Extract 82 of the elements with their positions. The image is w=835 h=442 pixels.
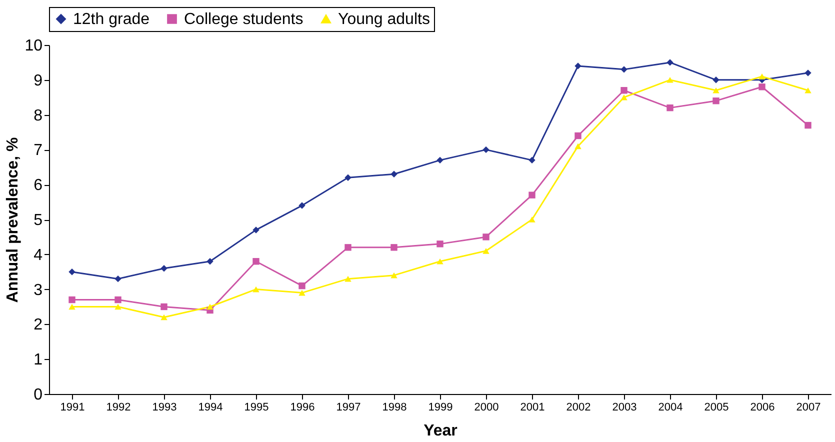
x-tick-label: 1997 [336, 402, 361, 414]
x-tick-label: 2003 [612, 402, 637, 414]
point [436, 258, 444, 264]
y-tick-label: 2 [34, 316, 43, 334]
x-tick-label: 2002 [566, 402, 591, 414]
point [482, 146, 490, 154]
y-tick-label: 0 [34, 386, 43, 404]
x-tick-label: 2007 [796, 402, 821, 414]
point [436, 240, 444, 248]
y-axis-title: Annual prevalence, % [4, 137, 22, 303]
x-tick-label: 2001 [520, 402, 545, 414]
point [390, 170, 398, 178]
point [620, 94, 628, 100]
y-tick-label: 10 [24, 38, 43, 54]
x-tick-label: 1992 [106, 402, 131, 414]
x-tick-label: 1998 [382, 402, 407, 414]
point [528, 156, 536, 164]
point [344, 244, 352, 251]
point [344, 174, 352, 181]
point [344, 276, 352, 282]
x-tick-label: 1994 [198, 402, 223, 414]
legend-label: 12th grade [73, 11, 150, 28]
point [160, 265, 168, 272]
legend-label: Young adults [338, 11, 430, 28]
point [712, 97, 720, 104]
point [574, 132, 582, 140]
point [482, 248, 490, 254]
point [574, 143, 582, 150]
point [252, 226, 260, 234]
x-tick-label: 2000 [474, 402, 499, 414]
point [436, 156, 444, 164]
legend-label: College students [184, 11, 304, 28]
y-tick-label: 8 [34, 107, 43, 124]
point [804, 87, 812, 94]
point [390, 272, 398, 278]
x-tick-label: 1995 [244, 402, 269, 414]
point [390, 244, 398, 251]
point [160, 303, 168, 310]
point [206, 304, 214, 310]
point [114, 275, 122, 282]
y-tick-label: 9 [34, 72, 43, 90]
x-tick-label: 1993 [152, 402, 177, 414]
point [114, 304, 122, 310]
x-tick-label: 1996 [290, 402, 315, 414]
point [252, 258, 260, 265]
point [620, 87, 628, 94]
x-tick-label: 2004 [658, 402, 683, 414]
point [574, 62, 582, 70]
y-tick-label: 4 [34, 246, 43, 264]
x-tick-label: 2005 [704, 402, 729, 414]
point [666, 76, 674, 83]
y-tick-label: 1 [34, 352, 43, 369]
point [758, 84, 766, 90]
point [528, 216, 536, 222]
point [620, 66, 628, 73]
point [482, 234, 490, 240]
point [666, 59, 674, 66]
point [528, 192, 536, 198]
point [252, 286, 260, 292]
point [160, 314, 168, 320]
y-tick-label: 5 [34, 212, 43, 229]
point [68, 304, 76, 310]
point [298, 202, 306, 209]
y-tick-label: 7 [34, 142, 43, 160]
point [804, 70, 812, 76]
point [712, 87, 720, 94]
point [114, 296, 122, 304]
x-tick-label: 1991 [60, 402, 85, 414]
point [298, 282, 306, 290]
x-tick-label: 2006 [750, 402, 775, 414]
x-tick-label: 1999 [428, 402, 453, 414]
point [68, 268, 76, 276]
point [804, 122, 812, 129]
point [712, 76, 720, 84]
y-tick-label: 6 [34, 177, 43, 194]
y-tick-label: 3 [34, 282, 43, 299]
point [666, 104, 674, 112]
point [206, 258, 214, 265]
point [758, 74, 766, 80]
x-axis-title: Year [424, 422, 458, 440]
point [298, 290, 306, 296]
point [68, 296, 76, 304]
